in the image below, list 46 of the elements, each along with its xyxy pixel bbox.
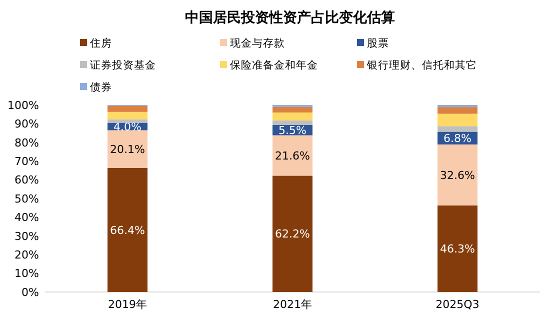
y-tick-label: 100% xyxy=(8,98,39,112)
bar xyxy=(272,112,312,121)
bar xyxy=(438,205,478,292)
data-label: 66.4% xyxy=(110,224,145,237)
data-label: 20.1% xyxy=(110,142,145,156)
bar xyxy=(272,106,312,112)
y-tick-label: 50% xyxy=(14,192,39,206)
y-tick-label: 30% xyxy=(14,230,39,243)
bar xyxy=(108,119,148,123)
bar xyxy=(108,106,148,112)
x-tick-label: 2025Q3 xyxy=(436,298,480,311)
chart-title: 中国居民投资性资产占比变化估算 xyxy=(185,9,395,26)
y-tick-label: 60% xyxy=(14,174,39,187)
legend-label: 银行理财、信托和其它 xyxy=(366,58,477,72)
data-label: 46.3% xyxy=(440,242,475,256)
y-tick-label: 90% xyxy=(14,118,39,131)
data-label: 62.2% xyxy=(275,228,310,241)
legend-label: 住房 xyxy=(90,36,112,50)
y-tick-label: 80% xyxy=(14,136,39,150)
bar xyxy=(438,107,478,114)
legend-label: 债券 xyxy=(90,80,112,94)
legend-label: 股票 xyxy=(367,38,389,50)
bar xyxy=(108,112,148,120)
data-label: 5.5% xyxy=(278,124,306,137)
y-tick-label: 20% xyxy=(14,248,39,262)
bar xyxy=(272,135,312,176)
data-label: 4.0% xyxy=(114,120,142,134)
bar xyxy=(438,144,478,206)
data-label: 21.6% xyxy=(275,149,310,162)
y-tick-label: 10% xyxy=(14,267,39,280)
legend-label: 现金与存款 xyxy=(230,36,285,50)
legend-label: 保险准备金和年金 xyxy=(230,58,318,72)
bar xyxy=(272,176,312,292)
bar xyxy=(272,120,312,126)
x-tick-label: 2019年 xyxy=(108,298,147,311)
legend-label: 证券投资基金 xyxy=(90,58,156,72)
bar xyxy=(438,126,478,132)
data-label: 32.6% xyxy=(440,168,475,182)
y-tick-label: 40% xyxy=(14,211,39,224)
y-tick-label: 70% xyxy=(14,154,39,168)
data-label: 6.8% xyxy=(444,132,472,145)
bar xyxy=(108,130,148,168)
bar xyxy=(108,168,148,292)
bar xyxy=(438,114,478,126)
y-tick-label: 0% xyxy=(22,286,39,299)
x-tick-label: 2021年 xyxy=(273,298,312,311)
